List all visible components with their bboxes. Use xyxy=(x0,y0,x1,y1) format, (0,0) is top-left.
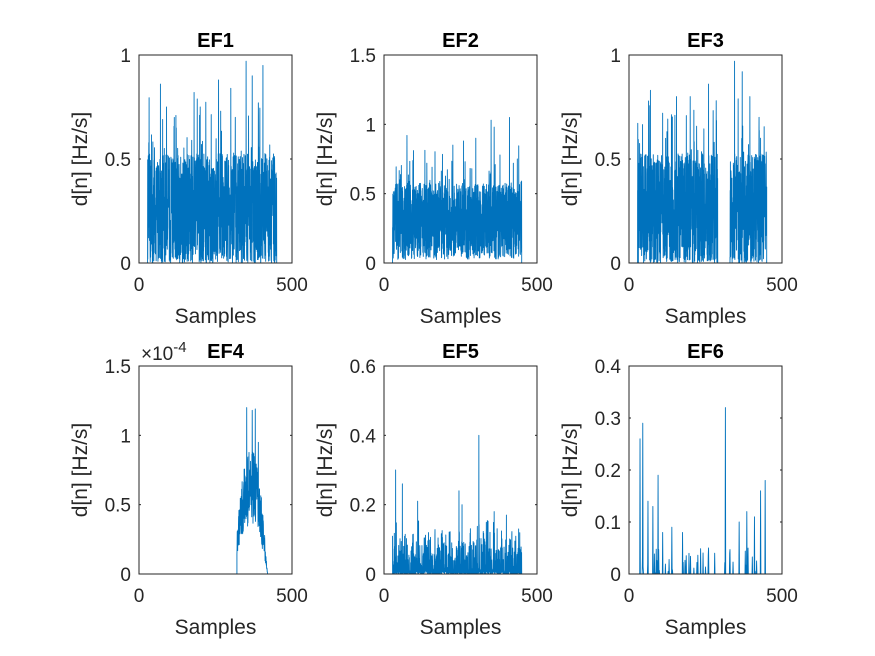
y-tick-label: 0.2 xyxy=(595,461,621,482)
y-axis-label: d[n] [Hz/s] xyxy=(314,112,337,207)
plot-area xyxy=(138,365,293,575)
x-tick-label: 500 xyxy=(766,586,798,607)
plot-area xyxy=(628,365,783,575)
y-tick-label: 0 xyxy=(365,565,376,586)
x-axis-label: Samples xyxy=(665,616,747,639)
series-line xyxy=(139,407,292,575)
y-tick-label: 0.1 xyxy=(595,513,621,534)
y-tick-label: 0.5 xyxy=(350,185,376,206)
y-axis-label: d[n] [Hz/s] xyxy=(559,423,582,518)
subplot-title: EF4 xyxy=(207,341,245,363)
y-tick-label: 0.5 xyxy=(105,496,131,517)
series-line xyxy=(139,60,292,264)
y-tick-label: 0.3 xyxy=(595,409,621,430)
y-tick-label: 1.5 xyxy=(350,46,376,67)
x-axis-label: Samples xyxy=(175,616,257,639)
y-axis-label: d[n] [Hz/s] xyxy=(69,423,92,518)
y-tick-label: 1 xyxy=(120,426,131,447)
x-tick-label: 0 xyxy=(134,275,145,296)
y-tick-label: 0.4 xyxy=(350,426,377,447)
y-tick-label: 0.5 xyxy=(595,150,621,171)
y-axis-label: d[n] [Hz/s] xyxy=(314,423,337,518)
x-tick-label: 500 xyxy=(521,586,553,607)
series-line xyxy=(384,434,537,575)
x-axis-label: Samples xyxy=(420,616,502,639)
x-tick-label: 500 xyxy=(276,275,308,296)
subplot-title: EF6 xyxy=(687,341,724,363)
y-exponent-label: ×10-4 xyxy=(141,339,187,365)
x-axis-label: Samples xyxy=(420,305,502,328)
y-tick-label: 0.6 xyxy=(350,357,376,378)
plot-area xyxy=(383,365,538,575)
subplot-ef4: 0 500 0 0.5 1 1.5 EF4 Samples d[n] [Hz/s] ×10-4 xyxy=(69,339,308,639)
subplot-ef5: 0 500 0 0.2 0.4 0.6 EF5 Samples d[n] [Hz/s] xyxy=(314,341,553,639)
x-tick-label: 0 xyxy=(379,586,390,607)
y-tick-label: 0 xyxy=(120,565,131,586)
y-axis-label: d[n] [Hz/s] xyxy=(559,112,582,207)
x-tick-label: 0 xyxy=(624,275,635,296)
subplot-ef6: 0 500 0 0.1 0.2 0.3 0.4 EF6 Samples d[n] [Hz/s] xyxy=(559,341,798,639)
y-tick-label: 0.5 xyxy=(105,150,131,171)
x-tick-label: 500 xyxy=(521,275,553,296)
subplot-ef2: 0 500 0 0.5 1 1.5 EF2 Samples d[n] [Hz/s] xyxy=(314,30,553,328)
x-axis-label: Samples xyxy=(665,305,747,328)
y-tick-label: 1 xyxy=(610,46,621,67)
subplot-title: EF2 xyxy=(442,30,479,52)
series-line xyxy=(629,60,782,264)
axis-frame xyxy=(138,365,293,575)
x-tick-label: 500 xyxy=(766,275,798,296)
subplot-title: EF5 xyxy=(442,341,479,363)
subplot-title: EF3 xyxy=(687,30,724,52)
y-tick-label: 0 xyxy=(365,254,376,275)
y-tick-label: 1 xyxy=(365,115,376,136)
axis-frame xyxy=(383,54,538,264)
x-axis-label: Samples xyxy=(175,305,257,328)
subplot-ef1: 0 500 0 0.5 1 EF1 Samples d[n] [Hz/s] xyxy=(69,30,308,328)
x-tick-label: 0 xyxy=(134,586,145,607)
y-tick-label: 1.5 xyxy=(105,357,131,378)
x-tick-label: 500 xyxy=(276,586,308,607)
x-tick-label: 0 xyxy=(379,275,390,296)
y-tick-label: 0 xyxy=(610,565,621,586)
series-line xyxy=(384,116,537,264)
y-tick-label: 0.2 xyxy=(350,496,376,517)
y-axis-label: d[n] [Hz/s] xyxy=(69,112,92,207)
y-tick-label: 1 xyxy=(120,46,131,67)
y-tick-label: 0.4 xyxy=(595,357,622,378)
subplot-title: EF1 xyxy=(197,30,234,52)
y-tick-label: 0 xyxy=(610,254,621,275)
y-tick-label: 0 xyxy=(120,254,131,275)
subplot-ef3: 0 500 0 0.5 1 EF3 Samples d[n] [Hz/s] xyxy=(559,30,798,328)
x-tick-label: 0 xyxy=(624,586,635,607)
axis-frame xyxy=(383,365,538,575)
